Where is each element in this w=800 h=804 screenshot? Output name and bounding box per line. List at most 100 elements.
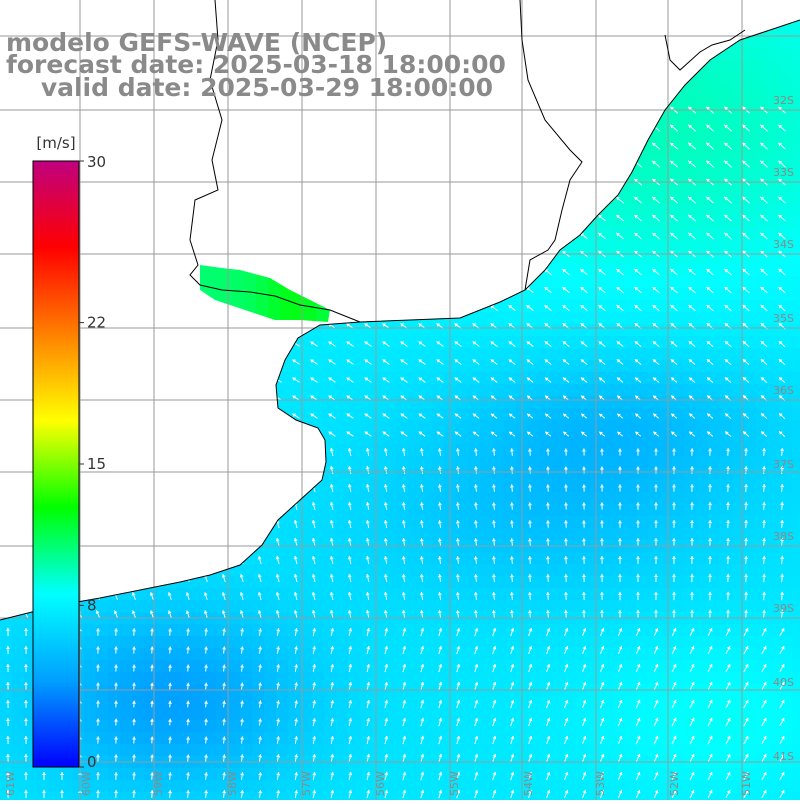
field-cell [636,312,648,324]
field-cell [336,588,348,600]
field-cell [480,696,492,708]
field-cell [108,720,120,732]
field-cell [192,624,204,636]
field-cell [396,744,408,756]
field-cell [372,504,384,516]
field-cell [468,720,480,732]
field-cell [660,252,672,264]
field-cell [648,744,660,756]
field-cell [660,348,672,360]
field-cell [268,296,280,308]
field-cell [636,420,648,432]
field-cell [624,252,636,264]
field-cell [684,132,696,144]
field-cell [732,204,744,216]
field-cell [192,720,204,732]
field-cell [768,312,780,324]
wind-arrow [724,124,732,132]
field-cell [156,780,168,792]
field-cell [12,732,24,744]
field-cell [480,432,492,444]
field-cell [336,564,348,576]
field-cell [768,156,780,168]
field-cell [720,636,732,648]
field-cell [144,588,156,600]
field-cell [768,528,780,540]
field-cell [612,732,624,744]
field-cell [696,720,708,732]
field-cell [744,468,756,480]
field-cell [696,624,708,636]
field-cell [372,600,384,612]
field-cell [792,552,800,564]
field-cell [696,240,708,252]
field-cell [720,420,732,432]
field-cell [660,444,672,456]
field-cell [612,636,624,648]
field-cell [660,624,672,636]
field-cell [384,720,396,732]
field-cell [576,576,588,588]
field-cell [456,744,468,756]
field-cell [756,564,768,576]
field-cell [180,732,192,744]
field-cell [372,432,384,444]
field-cell [792,336,800,348]
field-cell [336,348,348,360]
field-cell [504,780,516,792]
field-cell [768,432,780,444]
field-cell [732,504,744,516]
field-cell [276,624,288,636]
field-cell [396,708,408,720]
field-cell [480,720,492,732]
field-cell [540,660,552,672]
field-cell [168,768,180,780]
field-cell [768,36,780,48]
field-cell [612,516,624,528]
field-cell [348,636,360,648]
field-cell [372,396,384,408]
field-cell [372,744,384,756]
field-cell [588,252,600,264]
field-cell [708,84,720,96]
field-cell [408,348,420,360]
field-cell [588,648,600,660]
field-cell [300,696,312,708]
field-cell [600,648,612,660]
field-cell [732,144,744,156]
field-cell [684,768,696,780]
field-cell [780,792,792,800]
field-cell [768,336,780,348]
field-cell [336,696,348,708]
field-cell [420,420,432,432]
field-cell [624,192,636,204]
field-cell [12,768,24,780]
field-cell [720,456,732,468]
field-cell [636,672,648,684]
field-cell [792,156,800,168]
field-cell [780,708,792,720]
field-cell [288,780,300,792]
field-cell [96,768,108,780]
field-cell [432,720,444,732]
field-cell [780,780,792,792]
field-cell [684,588,696,600]
field-cell [408,408,420,420]
field-cell [504,708,516,720]
field-cell [648,420,660,432]
field-cell [12,708,24,720]
field-cell [624,624,636,636]
field-cell [636,744,648,756]
field-cell [336,744,348,756]
field-cell [12,744,24,756]
field-cell [336,792,348,800]
field-cell [768,72,780,84]
field-cell [660,240,672,252]
field-cell [660,456,672,468]
field-cell [660,768,672,780]
field-cell [708,156,720,168]
field-cell [336,480,348,492]
field-cell [612,780,624,792]
field-cell [528,468,540,480]
field-cell [504,672,516,684]
